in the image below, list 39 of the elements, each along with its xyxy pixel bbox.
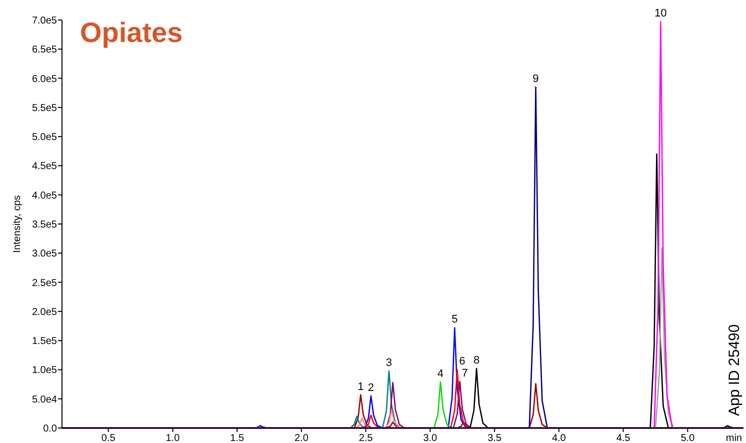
annotation: 1: [358, 380, 364, 393]
annotation: 4: [437, 368, 444, 380]
x-tick-label: 1.0: [166, 433, 180, 443]
x-tick-label: 1.5: [230, 433, 244, 443]
chart-title: Opiates: [80, 17, 183, 48]
x-tick-label: 2.0: [294, 433, 309, 443]
annotation: 3: [386, 356, 392, 369]
annotation: 9: [532, 73, 539, 86]
annotation: 2: [368, 382, 374, 394]
y-tick-label: 3.0e5: [32, 248, 58, 260]
y-tick-label: 6.0e5: [32, 74, 58, 85]
x-axis-title: min: [726, 433, 742, 443]
y-tick-label: 5.0e5: [32, 132, 58, 144]
y-tick-label: 4.0e5: [32, 190, 58, 202]
y-tick-label: 3.5e5: [32, 220, 58, 230]
x-tick-label: 3.5: [488, 433, 502, 443]
y-axis-title: Intensity, cps: [12, 195, 23, 253]
y-tick-label: 0.0: [43, 424, 58, 434]
x-tick-label: 5.0: [680, 433, 696, 443]
y-tick-label: 6.5e5: [32, 44, 58, 56]
y-tick-label: 5.5e5: [32, 102, 58, 114]
y-tick-label: 7.0e5: [32, 16, 58, 26]
annotation: 8: [473, 354, 480, 367]
x-tick-label: 2.5: [358, 433, 374, 443]
y-tick-label: 2.0e5: [32, 306, 58, 318]
x-tick-label: 3.0: [423, 433, 438, 443]
annotation: 6: [459, 356, 466, 368]
x-tick-label: 4.5: [616, 433, 631, 443]
y-tick-label: 5.0e4: [32, 394, 58, 406]
annotation: 7: [462, 367, 468, 380]
x-tick-label: 4.0: [552, 433, 566, 443]
annotation: App ID 25490: [726, 324, 743, 416]
y-tick-label: 1.0e5: [32, 365, 58, 376]
y-tick-label: 1.5e5: [32, 336, 58, 348]
y-tick-label: 4.5e5: [32, 161, 58, 172]
annotation: 5: [452, 314, 458, 326]
y-tick-label: 2.5e5: [32, 278, 58, 289]
annotation: 10: [654, 8, 667, 20]
x-tick-label: 0.5: [101, 433, 116, 443]
